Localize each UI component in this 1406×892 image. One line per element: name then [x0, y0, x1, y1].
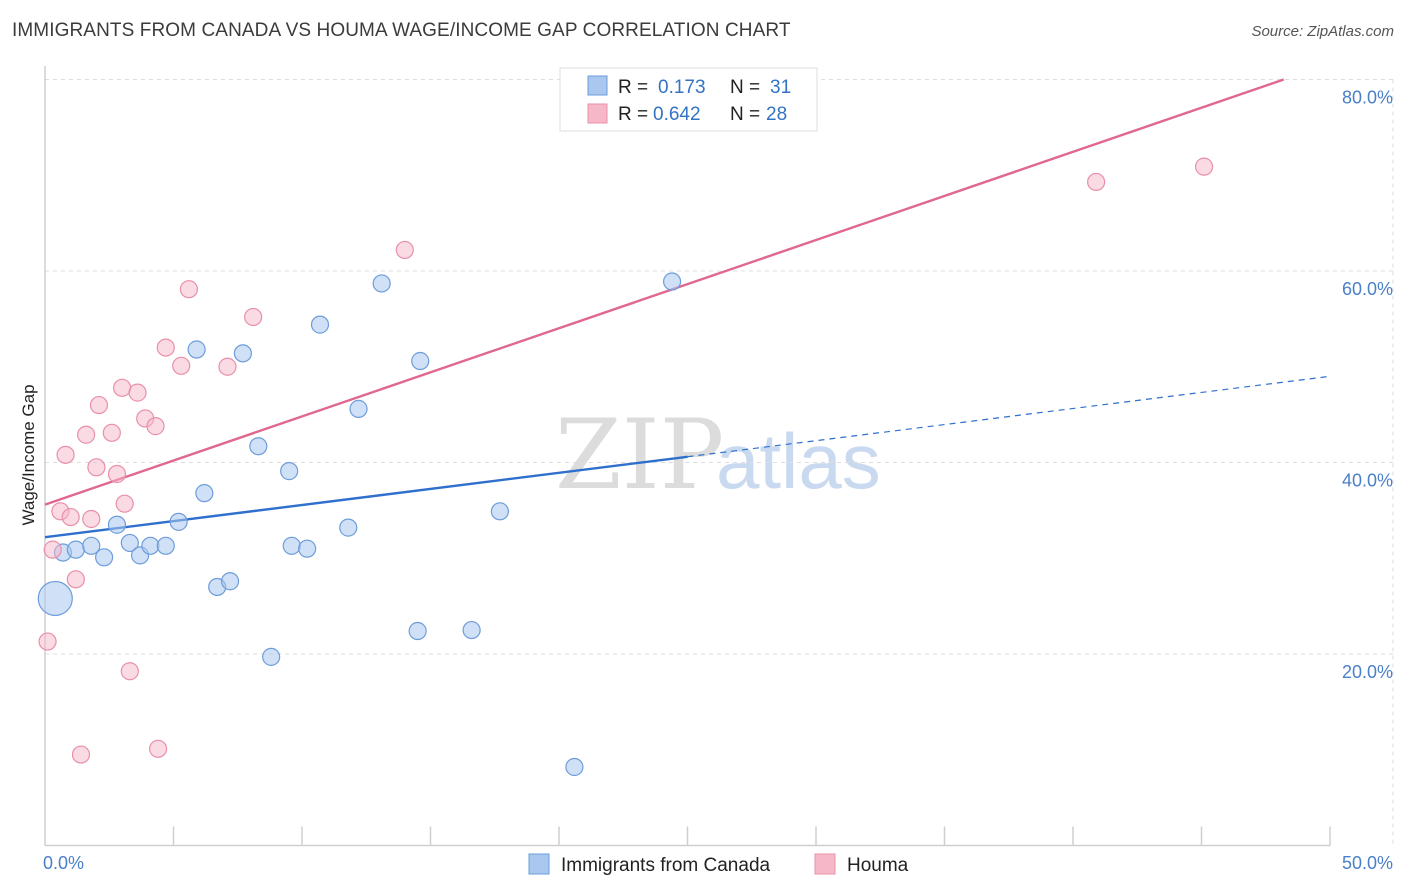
bottom-legend-label-blue: Immigrants from Canada [561, 855, 771, 876]
legend-n-value-pink: 28 [766, 104, 787, 125]
data-point-houma [77, 425, 96, 444]
data-point-houma [89, 395, 109, 415]
data-point-immigrants-from-canada [220, 572, 240, 591]
legend-box: R = 0.173 N = 31 R = 0.642 N = 28 [559, 67, 818, 132]
watermark-zip: ZIP [555, 399, 724, 511]
data-point-immigrants-from-canada [249, 437, 268, 456]
data-point-houma [112, 378, 132, 397]
data-point-houma [115, 494, 134, 513]
bottom-legend: Immigrants from Canada Houma [528, 853, 909, 876]
data-point-immigrants-from-canada [565, 757, 584, 777]
legend-r-value-blue: 0.173 [658, 77, 706, 98]
data-point-immigrants-from-canada [339, 518, 358, 537]
bottom-legend-label-pink: Houma [847, 855, 909, 876]
data-point-immigrants-from-canada [282, 536, 301, 555]
data-point-immigrants-from-canada [490, 502, 509, 521]
data-point-immigrants-from-canada [187, 340, 206, 359]
data-point-houma [82, 509, 101, 529]
bottom-legend-swatch-blue [528, 853, 550, 875]
data-point-immigrants-from-canada [408, 621, 427, 641]
data-point-immigrants-from-canada [298, 539, 317, 558]
points-layer [37, 157, 1214, 777]
data-point-houma [43, 540, 62, 559]
data-point-houma [148, 739, 168, 758]
x-tick-label-min: 0.0% [43, 853, 84, 873]
data-point-immigrants-from-canada [262, 647, 281, 666]
data-point-houma [179, 280, 199, 299]
trend-line-pink [44, 78, 1285, 506]
legend-n-label-pink: N = [730, 104, 760, 125]
data-point-houma [128, 383, 147, 402]
legend-r-label-pink: R = [618, 104, 648, 125]
data-point-houma [38, 632, 57, 651]
data-point-immigrants-from-canada [95, 548, 114, 567]
data-point-immigrants-from-canada [82, 536, 101, 555]
legend-n-value-blue: 31 [770, 77, 791, 98]
axis-layer: 20.0% 40.0% 60.0% 80.0% [44, 66, 1393, 847]
data-point-immigrants-from-canada [107, 515, 127, 534]
data-point-houma [107, 464, 127, 484]
trend-layer [44, 78, 1331, 539]
trend-line-blue-extrapolated [687, 375, 1331, 458]
data-point-houma [71, 745, 91, 764]
legend-r-label-blue: R = [618, 77, 648, 98]
y-tick-label: 20.0% [1342, 662, 1393, 682]
data-point-houma [395, 240, 414, 260]
data-point-immigrants-from-canada [372, 274, 391, 293]
data-point-immigrants-from-canada [310, 315, 330, 334]
data-point-immigrants-from-canada [280, 462, 299, 481]
data-point-houma [156, 338, 175, 357]
grid-layer [45, 79, 1394, 846]
data-point-houma [102, 423, 121, 442]
y-tick-label: 40.0% [1342, 471, 1393, 491]
data-point-immigrants-from-canada [169, 512, 188, 531]
data-point-houma [61, 507, 80, 527]
data-point-immigrants-from-canada [462, 620, 481, 640]
data-point-houma [1194, 157, 1214, 176]
x-tick-label-max: 50.0% [1342, 853, 1393, 873]
data-point-immigrants-from-canada [411, 351, 430, 371]
data-point-immigrants-from-canada [662, 272, 682, 291]
data-point-houma [120, 662, 139, 681]
data-point-houma [244, 307, 263, 327]
watermark-atlas: atlas [716, 417, 881, 505]
legend-swatch-blue [587, 75, 608, 96]
y-tick-label: 80.0% [1342, 88, 1393, 108]
y-axis-label: Wage/Income Gap [19, 384, 38, 525]
data-point-houma [66, 570, 85, 589]
chart-source: Source: ZipAtlas.com [1251, 23, 1394, 40]
trend-line-blue [44, 455, 688, 539]
data-point-immigrants-from-canada [233, 344, 252, 363]
legend-swatch-pink [587, 103, 608, 124]
data-point-immigrants-from-canada [156, 536, 175, 555]
data-point-houma [146, 417, 165, 436]
data-point-immigrants-from-canada [37, 580, 73, 617]
legend-r-value-pink: 0.642 [653, 104, 701, 125]
chart-title: IMMIGRANTS FROM CANADA VS HOUMA WAGE/INC… [12, 20, 791, 41]
data-point-immigrants-from-canada [141, 536, 160, 555]
data-point-houma [218, 357, 237, 376]
data-point-immigrants-from-canada [120, 533, 139, 553]
data-point-immigrants-from-canada [195, 484, 214, 503]
data-point-houma [1087, 172, 1106, 192]
data-point-houma [87, 458, 106, 477]
data-point-houma [56, 445, 75, 464]
data-point-immigrants-from-canada [66, 540, 85, 559]
data-point-immigrants-from-canada [349, 399, 368, 418]
bottom-legend-swatch-pink [814, 853, 836, 875]
data-point-houma [172, 356, 191, 375]
y-tick-label: 60.0% [1342, 279, 1393, 299]
legend-n-label-blue: N = [730, 77, 760, 98]
